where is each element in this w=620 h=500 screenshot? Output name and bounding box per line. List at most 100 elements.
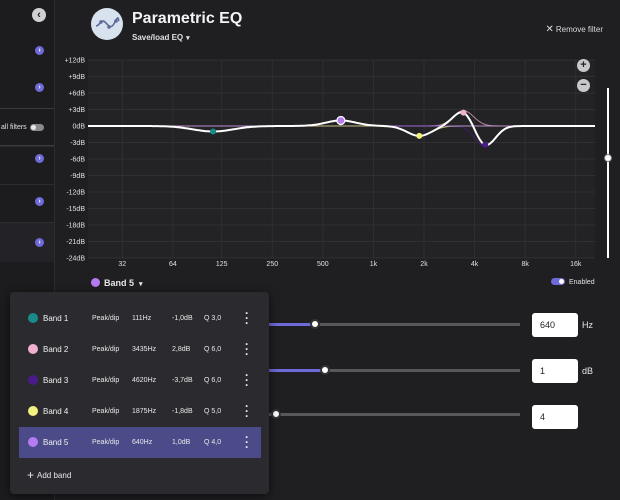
eq-graph[interactable]: +12dB +9dB +6dB +3dB 0dB -3dB -6dB -9dB -12dB -15… — [55, 48, 595, 288]
frequency-unit: Hz — [582, 320, 593, 330]
band-handle[interactable] — [482, 141, 489, 148]
enabled-toggle[interactable] — [551, 278, 565, 285]
band-handle[interactable] — [460, 109, 467, 116]
vertical-zoom-slider-handle[interactable] — [604, 154, 612, 162]
vertical-zoom-slider[interactable] — [607, 88, 609, 258]
band-color-dot — [28, 437, 38, 447]
plus-icon: + — [27, 468, 35, 482]
eq-logo-icon — [91, 8, 123, 40]
add-band-button[interactable]: + Add band — [27, 468, 71, 482]
band-color-dot — [28, 375, 38, 385]
band-handle[interactable] — [210, 128, 217, 135]
band-list-item-selected[interactable]: Band 5 Peak/dip 640Hz 1,0dB Q 4,0 · · · — [19, 427, 261, 458]
q-input[interactable] — [532, 405, 578, 429]
back-button[interactable]: ‹ — [32, 8, 46, 22]
band-name: Band 3 — [43, 376, 69, 385]
sidebar-expand-button-5[interactable]: › — [35, 238, 44, 247]
band-list-item[interactable]: Band 2 Peak/dip 3435Hz 2,8dB Q 6,0 · · · — [19, 334, 261, 365]
more-options-icon[interactable]: · · · — [245, 430, 249, 454]
sidebar-item-2[interactable] — [0, 184, 54, 222]
more-options-icon[interactable]: · · · — [245, 399, 249, 423]
x-axis-label: 64 — [169, 261, 177, 268]
sidebar-item-3[interactable] — [0, 222, 54, 262]
y-axis-label: -24dB — [66, 256, 85, 263]
sidebar-expand-button-1[interactable]: › — [35, 46, 44, 55]
band-color-dot — [28, 406, 38, 416]
q-slider-handle[interactable] — [271, 409, 281, 419]
band-list-item[interactable]: Band 3 Peak/dip 4620Hz -3,7dB Q 6,0 · · · — [19, 365, 261, 396]
band-gain: -3,7dB — [172, 377, 193, 384]
y-axis-label: -6dB — [70, 157, 85, 164]
band-q: Q 6,0 — [204, 377, 222, 384]
band-type: Peak/dip — [92, 408, 120, 415]
band-frequency: 1875Hz — [132, 408, 157, 415]
band-gain: 2,8dB — [172, 346, 191, 353]
band-list-item[interactable]: Band 4 Peak/dip 1875Hz -1,8dB Q 5,0 · · · — [19, 396, 261, 427]
page-title: Parametric EQ — [132, 10, 243, 27]
band-frequency: 4620Hz — [132, 377, 157, 384]
all-filters-row: all filters — [0, 108, 54, 146]
y-axis-label: -12dB — [66, 190, 85, 197]
y-axis-label: +9dB — [68, 74, 85, 81]
y-axis-label: -21dB — [66, 239, 85, 246]
sidebar-expand-button-2[interactable]: › — [35, 83, 44, 92]
frequency-slider-handle[interactable] — [310, 319, 320, 329]
gain-slider[interactable] — [265, 365, 520, 375]
all-filters-toggle[interactable] — [30, 124, 44, 131]
save-load-label: Save/load EQ — [132, 33, 184, 42]
sidebar-item-1[interactable] — [0, 146, 54, 184]
gain-slider-handle[interactable] — [320, 365, 330, 375]
sidebar-expand-button-4[interactable]: › — [35, 197, 44, 206]
x-axis-label: 1k — [370, 261, 378, 268]
band-q: Q 3,0 — [204, 315, 222, 322]
band-color-dot — [28, 313, 38, 323]
zoom-in-button[interactable]: + — [577, 59, 590, 72]
band-type: Peak/dip — [92, 377, 120, 384]
band-selector-dropdown[interactable]: Band 5 ▾ — [91, 278, 143, 288]
band-name: Band 2 — [43, 345, 69, 354]
x-axis-label: 125 — [216, 261, 228, 268]
more-options-icon[interactable]: · · · — [245, 368, 249, 392]
band-list-popup: Band 1 Peak/dip 111Hz -1,0dB Q 3,0 · · · B… — [10, 292, 269, 494]
band-q: Q 6,0 — [204, 346, 222, 353]
y-axis-label: +6dB — [68, 91, 85, 98]
frequency-input[interactable] — [532, 313, 578, 337]
frequency-slider[interactable] — [265, 319, 520, 329]
band-gain: -1,0dB — [172, 315, 193, 322]
x-axis-label: 2k — [420, 261, 428, 268]
save-load-dropdown[interactable]: Save/load EQ ▾ — [132, 33, 190, 42]
more-options-icon[interactable]: · · · — [245, 306, 249, 330]
band-color-dot — [28, 344, 38, 354]
sidebar-expand-button-3[interactable]: › — [35, 154, 44, 163]
enabled-label: Enabled — [569, 279, 595, 286]
remove-filter-button[interactable]: ✕ Remove filter — [545, 24, 603, 35]
remove-filter-label: Remove filter — [555, 25, 603, 34]
more-options-icon[interactable]: · · · — [245, 337, 249, 361]
frequency-slider-fill — [265, 323, 311, 326]
q-slider[interactable] — [265, 409, 520, 419]
x-axis-label: 500 — [317, 261, 329, 268]
band-type: Peak/dip — [92, 439, 120, 446]
close-icon: ✕ — [545, 24, 554, 35]
all-filters-label: all filters — [1, 124, 27, 131]
gain-input[interactable] — [532, 359, 578, 383]
band-name: Band 1 — [43, 314, 69, 323]
gain-slider-fill — [265, 369, 321, 372]
band-list-item[interactable]: Band 1 Peak/dip 111Hz -1,0dB Q 3,0 · · · — [19, 303, 261, 334]
x-axis-label: 32 — [118, 261, 126, 268]
add-band-label: Add band — [37, 471, 72, 480]
band-gain: -1,8dB — [172, 408, 193, 415]
band-handle[interactable] — [416, 132, 423, 139]
x-axis-label: 4k — [471, 261, 479, 268]
x-axis-label: 16k — [570, 261, 582, 268]
enabled-toggle-row[interactable]: Enabled — [551, 278, 595, 286]
band-type: Peak/dip — [92, 346, 120, 353]
y-axis-label: -15dB — [66, 206, 85, 213]
gain-unit: dB — [582, 366, 594, 376]
band-name: Band 5 — [43, 438, 69, 447]
band-handle[interactable] — [336, 115, 346, 126]
y-axis-label: -18dB — [66, 223, 85, 230]
y-axis-label: +3dB — [68, 107, 85, 114]
zoom-out-button[interactable]: − — [577, 79, 590, 92]
band-frequency: 111Hz — [132, 315, 152, 322]
